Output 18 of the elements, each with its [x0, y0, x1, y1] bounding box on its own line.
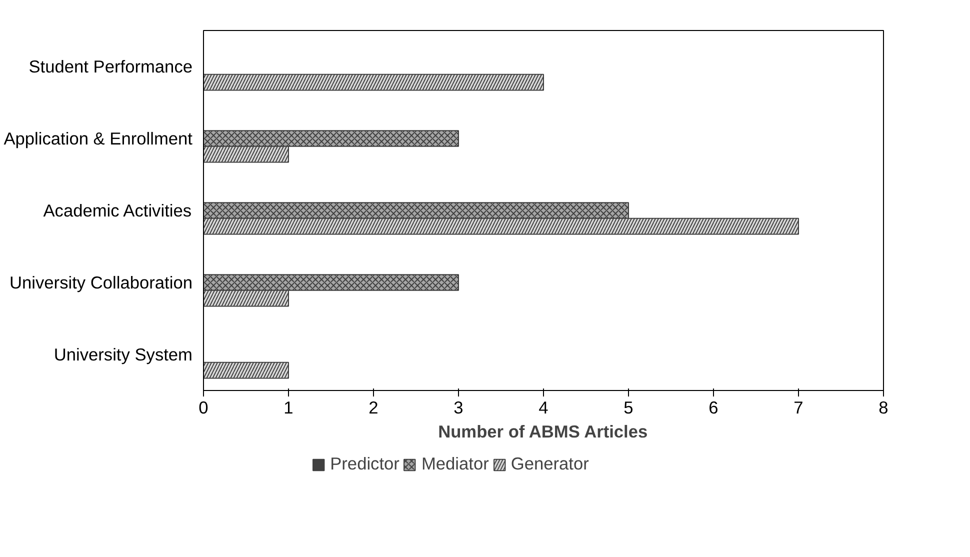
y-tick-label: Academic Activities: [43, 200, 192, 220]
x-axis-title: Number of ABMS Articles: [438, 422, 648, 442]
x-tick-label: 0: [198, 398, 208, 418]
legend-label: Predictor: [330, 454, 400, 474]
x-tick-label: 5: [624, 398, 634, 418]
y-tick-label: Application & Enrollment: [4, 128, 193, 148]
x-tick-label: 7: [794, 398, 804, 418]
x-tick-label: 1: [284, 398, 294, 418]
legend-label: Mediator: [421, 454, 489, 474]
x-tick-label: 6: [708, 398, 718, 418]
x-tick-label: 3: [454, 398, 464, 418]
x-tick-label: 2: [368, 398, 378, 418]
x-tick-label: 8: [878, 398, 888, 418]
y-tick-label: University System: [54, 344, 193, 364]
y-tick-label: University Collaboration: [10, 272, 193, 292]
x-tick-label: 4: [538, 398, 549, 418]
legend-label: Generator: [510, 454, 589, 474]
y-tick-label: Student Performance: [28, 56, 193, 76]
